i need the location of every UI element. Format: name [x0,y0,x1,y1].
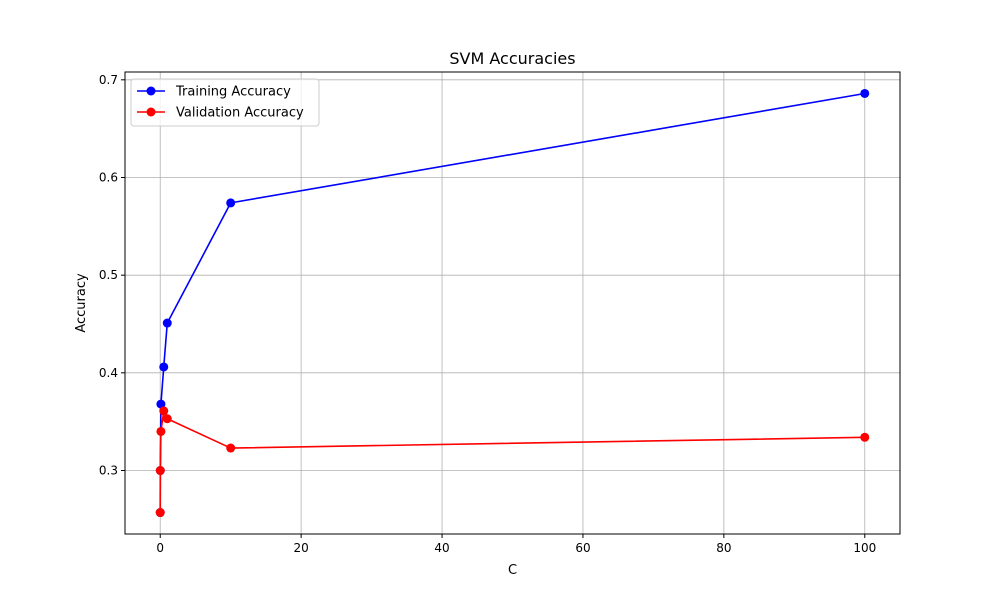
data-point [156,426,166,436]
data-point [155,466,165,476]
y-axis-label: Accuracy [74,273,89,333]
series-1 [155,88,870,518]
ticks-layer: 0 20 40 60 80 100 0.3 0.4 0.5 0.6 0.7 [99,73,876,555]
legend-marker [146,86,156,96]
plot-frame [124,71,901,535]
series-line [159,92,865,513]
x-tick-label: 60 [575,541,590,555]
legend-label: Training Accuracy [175,85,291,100]
data-point [159,406,169,416]
data-point [226,443,236,453]
x-tick-label: 20 [293,541,308,555]
data-point [860,88,870,98]
x-axis-label: C [508,563,517,578]
data-point [860,432,870,442]
legend: Training Accuracy Validation Accuracy [130,78,320,127]
series-2 [155,406,870,518]
y-tick-label: 0.4 [99,366,118,380]
x-tick-label: 0 [156,541,164,555]
x-tick-label: 40 [434,541,449,555]
legend-label: Validation Accuracy [176,106,304,121]
data-point [226,198,236,208]
data-point [162,414,172,424]
legend-box [130,78,320,127]
legend-entries: Training Accuracy Validation Accuracy [137,85,304,121]
y-tick-label: 0.6 [99,170,118,184]
chart-title: SVM Accuracies [449,49,575,68]
y-tick-label: 0.5 [99,268,118,282]
x-tick-label: 80 [716,541,731,555]
y-tick-label: 0.3 [99,464,118,478]
data-point [156,399,166,409]
series-layer [155,88,870,518]
x-tick-label: 100 [853,541,876,555]
legend-marker [146,107,156,117]
y-tick-label: 0.7 [99,73,118,87]
data-point [155,508,165,518]
series-line [159,410,865,513]
grid-layer [125,72,900,534]
data-point [159,362,169,372]
data-point [162,318,172,328]
